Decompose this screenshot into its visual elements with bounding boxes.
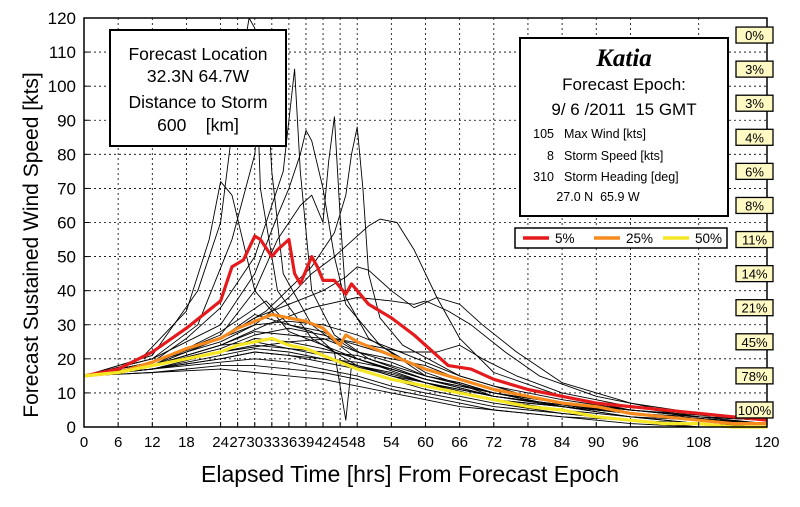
ensemble-line bbox=[83, 218, 768, 421]
legend-label: 25% bbox=[626, 231, 653, 246]
distance-title: Distance to Storm bbox=[128, 92, 267, 112]
x-tick-label: 27 bbox=[229, 434, 246, 451]
ensemble-line bbox=[83, 266, 768, 421]
ensemble-line bbox=[83, 368, 767, 428]
ensemble-line bbox=[83, 320, 768, 425]
x-tick-label: 66 bbox=[451, 434, 468, 451]
x-tick-label: 72 bbox=[485, 434, 502, 451]
percentile-line-0 bbox=[83, 234, 768, 422]
probability-box bbox=[735, 401, 774, 419]
x-tick-label: 12 bbox=[144, 434, 161, 451]
x-tick-label: 54 bbox=[383, 434, 400, 451]
x-tick-label: 78 bbox=[520, 434, 537, 451]
ensemble-line bbox=[83, 68, 768, 425]
x-tick-label: 42 bbox=[315, 434, 332, 451]
probability-label: 0% bbox=[745, 28, 764, 43]
probability-box bbox=[735, 299, 774, 317]
x-tick-label: 84 bbox=[554, 434, 571, 451]
probability-label: 78% bbox=[741, 369, 767, 384]
distance-value: 600 [km] bbox=[157, 115, 239, 135]
y-tick-label: 40 bbox=[57, 282, 76, 301]
probability-box bbox=[735, 60, 774, 78]
storm-info-box: Katia Forecast Epoch: 9/ 6 /2011 15 GMT … bbox=[519, 37, 729, 217]
epoch-label: Forecast Epoch: bbox=[562, 75, 686, 94]
x-tick-label: 120 bbox=[754, 434, 779, 451]
x-tick-label: 90 bbox=[588, 434, 605, 451]
ensemble-line bbox=[83, 337, 768, 421]
probability-label: 14% bbox=[741, 267, 767, 282]
storm-position: 27.0 N 65.9 W bbox=[556, 190, 640, 204]
probability-box bbox=[735, 94, 774, 112]
y-tick-label: 100 bbox=[48, 77, 76, 96]
y-tick-label: 60 bbox=[57, 214, 76, 233]
x-tick-label: 48 bbox=[349, 434, 366, 451]
probability-label: 45% bbox=[741, 335, 767, 350]
x-axis-label: Elapsed Time [hrs] From Forecast Epoch bbox=[201, 461, 619, 487]
legend-label: 5% bbox=[555, 231, 575, 246]
probability-label: 8% bbox=[745, 198, 764, 213]
legend: 5% 25% 50% bbox=[514, 227, 728, 249]
y-tick-label: 70 bbox=[57, 179, 76, 198]
x-tick-label: 24 bbox=[212, 434, 229, 451]
x-tick-label: 0 bbox=[80, 434, 88, 451]
probability-label: 3% bbox=[745, 96, 764, 111]
probability-label: 11% bbox=[742, 233, 767, 248]
percentile-line-1 bbox=[83, 312, 767, 426]
probability-label: 3% bbox=[745, 62, 764, 77]
y-axis-label: Forecast Sustained Wind Speed [kts] bbox=[20, 72, 43, 418]
probability-label: 100% bbox=[738, 403, 772, 418]
probability-box bbox=[735, 196, 774, 215]
storm-name: Katia bbox=[595, 45, 652, 72]
max-wind-value: 105 bbox=[533, 127, 554, 141]
legend-label: 50% bbox=[695, 231, 722, 246]
ensemble-line bbox=[83, 297, 768, 421]
x-tick-label: 96 bbox=[622, 434, 639, 451]
ensemble-line bbox=[83, 130, 768, 425]
probability-box bbox=[735, 264, 774, 283]
probability-label: 4% bbox=[745, 130, 764, 145]
location-coords: 32.3N 64.7W bbox=[147, 66, 250, 86]
x-tick-label: 36 bbox=[281, 434, 298, 451]
y-tick-label: 20 bbox=[57, 350, 76, 369]
series-lines bbox=[83, 17, 768, 429]
y-tick-label: 120 bbox=[48, 9, 76, 28]
storm-heading-label: Storm Heading [deg] bbox=[564, 170, 679, 184]
storm-heading-value: 310 bbox=[533, 170, 554, 184]
y-tick-label: 50 bbox=[57, 248, 76, 267]
probability-label: 6% bbox=[745, 164, 764, 179]
x-tick-label: 60 bbox=[417, 434, 434, 451]
probability-box bbox=[735, 26, 774, 44]
y-tick-label: 80 bbox=[57, 145, 76, 164]
probability-box bbox=[735, 128, 774, 146]
y-tick-label: 110 bbox=[49, 43, 76, 62]
y-tick-label: 0 bbox=[67, 418, 76, 437]
x-tick-label: 39 bbox=[298, 434, 315, 451]
max-wind-label: Max Wind [kts] bbox=[564, 127, 646, 141]
x-tick-label: 45 bbox=[332, 434, 349, 451]
storm-speed-label: Storm Speed [kts] bbox=[564, 149, 663, 163]
x-tick-label: 108 bbox=[686, 434, 711, 451]
probability-box bbox=[735, 162, 774, 181]
ensemble-line bbox=[83, 344, 768, 428]
y-tick-label: 30 bbox=[57, 316, 76, 335]
probability-box bbox=[735, 367, 774, 385]
location-title: Forecast Location bbox=[128, 44, 267, 64]
y-tick-label: 90 bbox=[57, 111, 76, 130]
probability-label: 21% bbox=[741, 301, 767, 316]
probability-box bbox=[735, 230, 774, 249]
y-tick-label: 10 bbox=[57, 384, 76, 403]
x-tick-label: 18 bbox=[178, 434, 195, 451]
x-tick-label: 33 bbox=[263, 434, 280, 451]
x-tick-label: 6 bbox=[114, 434, 122, 451]
percentile-line-2 bbox=[83, 336, 767, 429]
axis-ticks: 0 6 12 18 24 27 30 33 36 39 42 45 48 54 60 66 72 78 84 90 96… bbox=[48, 9, 780, 451]
storm-speed-value: 8 bbox=[547, 149, 554, 163]
x-tick-label: 30 bbox=[246, 434, 263, 451]
ensemble-line bbox=[83, 348, 768, 425]
probability-box bbox=[735, 333, 774, 351]
probability-column: 0% 3% 3% 4% 6% 8% 11% 14% 21% 45% 78% 100% bbox=[735, 26, 774, 419]
location-box: Forecast Location 32.3N 64.7W Distance t… bbox=[109, 29, 287, 147]
epoch-value: 9/ 6 /2011 15 GMT bbox=[551, 100, 696, 119]
